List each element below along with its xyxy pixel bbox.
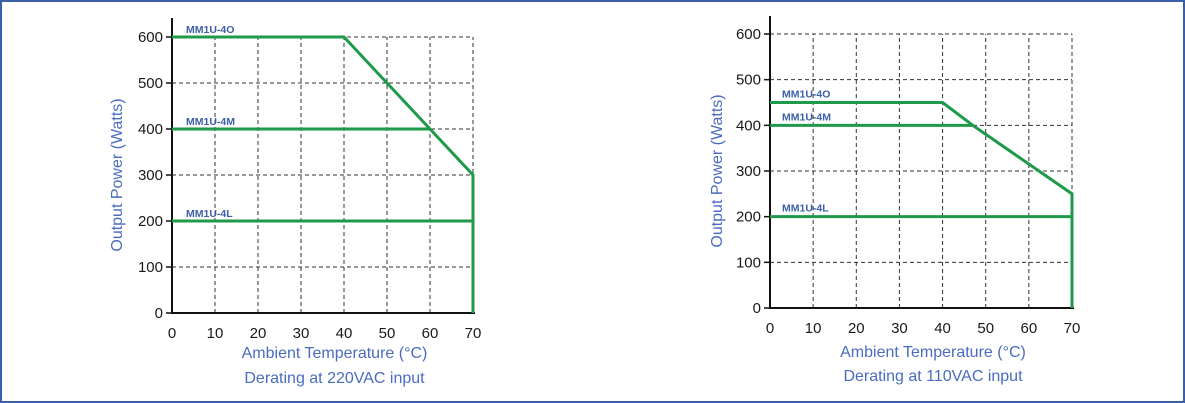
- y-axis-title: Output Power (Watts): [109, 98, 126, 251]
- series-line-mm1u-4o: [172, 35, 475, 313]
- x-tick-label: 10: [805, 320, 822, 337]
- y-tick-label: 200: [736, 209, 761, 226]
- chart-2: 0 100 200 300 400 500 600 0 10 20 30 40 50 60 70 MM1U-4…: [709, 16, 1080, 385]
- y-axis-title: Output Power (Watts): [709, 94, 726, 247]
- y-tick-label: 200: [138, 213, 163, 230]
- x-tick-label: 40: [336, 325, 353, 342]
- x-tick-label: 50: [379, 325, 396, 342]
- y-tick-label: 300: [736, 163, 761, 180]
- x-tick-label: 40: [934, 320, 951, 337]
- x-tick-label: 20: [848, 320, 865, 337]
- y-tick-label: 600: [138, 29, 163, 46]
- y-tick-label: 100: [138, 259, 163, 276]
- x-axis-title: Ambient Temperature (°C): [840, 344, 1026, 361]
- series-label-mm1u-4l: MM1U-4L: [782, 203, 829, 215]
- series-line-mm1u-4m: [770, 123, 1074, 308]
- x-tick-label: 10: [207, 325, 224, 342]
- y-tick-label: 0: [753, 300, 761, 317]
- chart-caption: Derating at 110VAC input: [843, 368, 1023, 385]
- series-label-mm1u-4o: MM1U-4O: [782, 89, 830, 101]
- series-label-mm1u-4m: MM1U-4M: [186, 116, 235, 128]
- x-tick-label: 60: [1021, 320, 1038, 337]
- x-tick-label: 0: [168, 325, 176, 342]
- chart-1: 0 100 200 300 400 500 600 0 10 20 30 40 50 60 70 MM1U-4…: [109, 18, 481, 387]
- x-tick-label: 0: [766, 320, 774, 337]
- x-tick-label: 30: [293, 325, 310, 342]
- x-tick-label: 70: [1064, 320, 1081, 337]
- x-tick-label: 70: [465, 325, 482, 342]
- y-tick-label: 400: [138, 121, 163, 138]
- y-tick-label: 300: [138, 167, 163, 184]
- x-axis-title: Ambient Temperature (°C): [242, 345, 428, 362]
- x-tick-label: 50: [977, 320, 994, 337]
- y-tick-label: 100: [736, 254, 761, 271]
- x-tick-label: 30: [891, 320, 908, 337]
- y-tick-label: 600: [736, 26, 761, 43]
- series-label-mm1u-4l: MM1U-4L: [186, 208, 233, 220]
- y-tick-label: 500: [138, 75, 163, 92]
- y-tick-label: 0: [155, 305, 163, 322]
- series-label-mm1u-4o: MM1U-4O: [186, 24, 234, 36]
- series-line-mm1u-4o: [770, 101, 974, 127]
- chart-caption: Derating at 220VAC input: [244, 370, 425, 387]
- series-label-mm1u-4m: MM1U-4M: [782, 111, 831, 123]
- y-tick-label: 500: [736, 72, 761, 89]
- y-tick-label: 400: [736, 117, 761, 134]
- x-tick-label: 60: [422, 325, 439, 342]
- x-tick-label: 20: [250, 325, 267, 342]
